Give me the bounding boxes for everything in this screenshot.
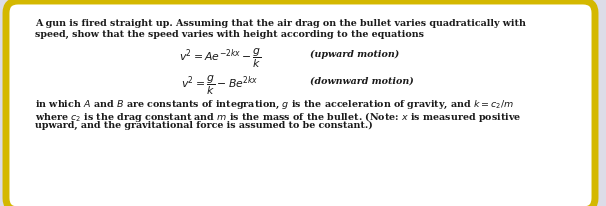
Text: speed, show that the speed varies with height according to the equations: speed, show that the speed varies with h… (35, 30, 424, 39)
Text: (upward motion): (upward motion) (310, 50, 399, 59)
Text: A gun is fired straight up. Assuming that the air drag on the bullet varies quad: A gun is fired straight up. Assuming tha… (35, 19, 526, 28)
FancyBboxPatch shape (6, 2, 595, 206)
Text: (downward motion): (downward motion) (310, 77, 414, 85)
Text: where $c_2$ is the drag constant and $m$ is the mass of the bullet. (Note: $x$ i: where $c_2$ is the drag constant and $m$… (35, 109, 521, 123)
Text: upward, and the gravitational force is assumed to be constant.): upward, and the gravitational force is a… (35, 121, 373, 130)
Text: in which $A$ and $B$ are constants of integration, $g$ is the acceleration of gr: in which $A$ and $B$ are constants of in… (35, 98, 514, 110)
Text: $v^2 = Ae^{-2kx} - \dfrac{g}{k}$: $v^2 = Ae^{-2kx} - \dfrac{g}{k}$ (179, 47, 261, 70)
Text: $v^2 = \dfrac{g}{k} - Be^{2kx}$: $v^2 = \dfrac{g}{k} - Be^{2kx}$ (181, 74, 259, 97)
